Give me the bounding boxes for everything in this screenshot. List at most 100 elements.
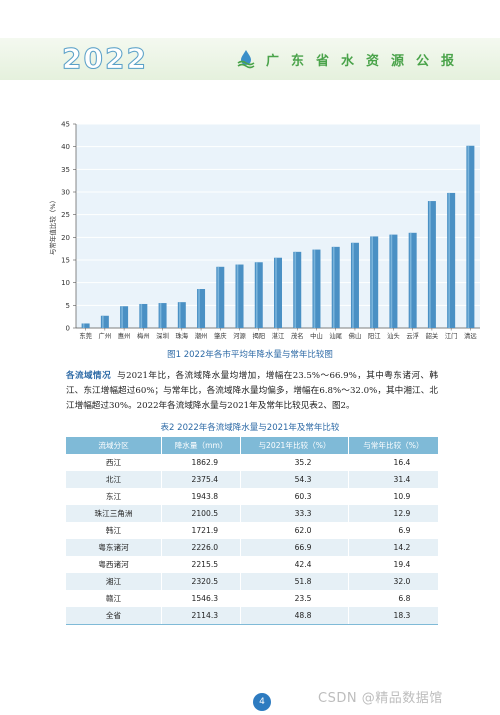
bar bbox=[100, 315, 109, 328]
table-cell: 14.2 bbox=[348, 539, 438, 556]
x-tick-label: 梅州 bbox=[137, 331, 150, 340]
x-tick-label: 汕头 bbox=[387, 331, 400, 340]
bar-highlight bbox=[448, 192, 450, 328]
bar bbox=[293, 251, 302, 328]
bar-highlight bbox=[390, 234, 393, 328]
table-cell: 2114.3 bbox=[161, 607, 242, 625]
table-cell: 全省 bbox=[66, 607, 162, 625]
bar-highlight bbox=[179, 302, 181, 328]
y-tick-label: 40 bbox=[61, 143, 70, 151]
table-cell: 北江 bbox=[66, 471, 162, 488]
table-cell: 2226.0 bbox=[161, 539, 242, 556]
header-year: 2022 bbox=[62, 42, 148, 76]
bar bbox=[235, 264, 244, 328]
table-cell: 2100.5 bbox=[161, 505, 242, 522]
table-cell: 韩江 bbox=[66, 522, 162, 539]
paragraph-lead: 各流域情况 bbox=[66, 371, 112, 381]
table-cell-value: 2375.4 bbox=[191, 475, 219, 484]
bar-highlight bbox=[102, 315, 104, 328]
bar-highlight bbox=[294, 251, 297, 328]
table-cell-value: 19.4 bbox=[393, 560, 411, 569]
paragraph-text: 与2021年比，各流域降水量均增加，增幅在23.5%～66.9%，其中粤东诸河、… bbox=[66, 371, 438, 411]
table-row: 西江 1862.9 35.2 16.4 bbox=[66, 454, 438, 471]
x-tick-label: 茂名 bbox=[291, 331, 304, 340]
bar-highlight bbox=[121, 306, 123, 328]
table-cell: 1546.3 bbox=[161, 590, 242, 607]
figure-caption: 图1 2022年各市平均年降水量与常年比较图 bbox=[167, 350, 333, 360]
table-cell: 16.4 bbox=[348, 454, 438, 471]
x-tick-label: 广州 bbox=[99, 331, 112, 340]
x-tick-label: 珠海 bbox=[176, 331, 189, 340]
y-tick-label: 45 bbox=[61, 121, 70, 129]
table-row: 韩江 1721.9 62.0 6.9 bbox=[66, 522, 438, 539]
y-tick-label: 20 bbox=[61, 234, 70, 242]
basin-paragraph: 各流域情况 与2021年比，各流域降水量均增加，增幅在23.5%～66.9%，其中… bbox=[66, 369, 438, 414]
bar bbox=[120, 306, 129, 328]
table-cell: 粤西诸河 bbox=[66, 556, 162, 573]
bar-highlight bbox=[140, 303, 143, 328]
table-cell-value: 35.2 bbox=[294, 458, 312, 467]
table-row: 北江 2375.4 54.3 31.4 bbox=[66, 471, 438, 488]
table-cell: 粤东诸河 bbox=[66, 539, 162, 556]
table-cell: 62.0 bbox=[240, 522, 349, 539]
table-cell-value: 2114.3 bbox=[191, 611, 219, 620]
bar-highlight bbox=[467, 145, 470, 328]
bar-highlight bbox=[159, 303, 162, 328]
bar-highlight bbox=[332, 246, 335, 328]
table-cell: 珠江三角洲 bbox=[66, 505, 162, 522]
table-cell-value: 10.9 bbox=[393, 492, 411, 501]
y-tick-label: 5 bbox=[66, 302, 70, 310]
table-cell: 12.9 bbox=[348, 505, 438, 522]
bar bbox=[447, 192, 456, 328]
table-cell: 6.9 bbox=[348, 522, 438, 539]
bar bbox=[274, 257, 282, 328]
bar bbox=[350, 242, 359, 328]
table-cell-value: 16.4 bbox=[393, 458, 411, 467]
bar-highlight bbox=[275, 257, 277, 328]
x-tick-label: 阳江 bbox=[368, 331, 381, 340]
table-cell-value: 2100.5 bbox=[191, 509, 219, 518]
table-cell-value: 2215.5 bbox=[191, 560, 219, 569]
table-cell: 32.0 bbox=[348, 573, 438, 590]
bar bbox=[427, 201, 436, 328]
table-row: 赣江 1546.3 23.5 6.8 bbox=[66, 590, 438, 607]
table-cell: 23.5 bbox=[240, 590, 349, 607]
table-header-cell: 流域分区 bbox=[66, 437, 162, 454]
page-number: 4 bbox=[253, 693, 271, 711]
table-cell: 60.3 bbox=[240, 488, 349, 505]
bar-highlight bbox=[236, 264, 239, 328]
table-cell-value: 51.8 bbox=[294, 577, 312, 586]
table-cell: 19.4 bbox=[348, 556, 438, 573]
bar-highlight bbox=[255, 262, 258, 328]
x-tick-label: 佛山 bbox=[349, 331, 362, 340]
table-header-row: 流域分区 降水量（mm） 与2021年比较（%） 与常年比较（%） bbox=[66, 437, 438, 454]
x-tick-label: 惠州 bbox=[118, 331, 131, 340]
bar-highlight bbox=[198, 289, 200, 328]
table-cell-value: 32.0 bbox=[393, 577, 411, 586]
table-cell-value: 33.3 bbox=[294, 509, 312, 518]
table-cell-value: 60.3 bbox=[294, 492, 312, 501]
table-cell: 54.3 bbox=[240, 471, 349, 488]
x-tick-label: 云浮 bbox=[406, 331, 419, 340]
table-cell: 2215.5 bbox=[161, 556, 242, 573]
y-tick-label: 25 bbox=[61, 211, 70, 219]
table-cell-value: 12.9 bbox=[393, 509, 411, 518]
table-cell: 湘江 bbox=[66, 573, 162, 590]
table-cell-value: 2226.0 bbox=[191, 543, 219, 552]
table-cell: 赣江 bbox=[66, 590, 162, 607]
table-cell-value: 1721.9 bbox=[191, 526, 219, 535]
bar bbox=[389, 234, 398, 328]
table-row: 东江 1943.8 60.3 10.9 bbox=[66, 488, 438, 505]
bar bbox=[370, 236, 379, 328]
table-header-cell: 与2021年比较（%） bbox=[240, 437, 349, 454]
table-cell-value: 48.8 bbox=[294, 611, 312, 620]
table-cell: 2320.5 bbox=[161, 573, 242, 590]
x-tick-label: 河源 bbox=[233, 331, 246, 340]
table-cell-value: 42.4 bbox=[294, 560, 312, 569]
y-tick-label: 30 bbox=[61, 189, 70, 197]
table-row: 粤西诸河 2215.5 42.4 19.4 bbox=[66, 556, 438, 573]
x-tick-label: 江门 bbox=[445, 331, 458, 340]
bar bbox=[158, 303, 167, 328]
bar bbox=[139, 303, 148, 328]
table-cell: 10.9 bbox=[348, 488, 438, 505]
